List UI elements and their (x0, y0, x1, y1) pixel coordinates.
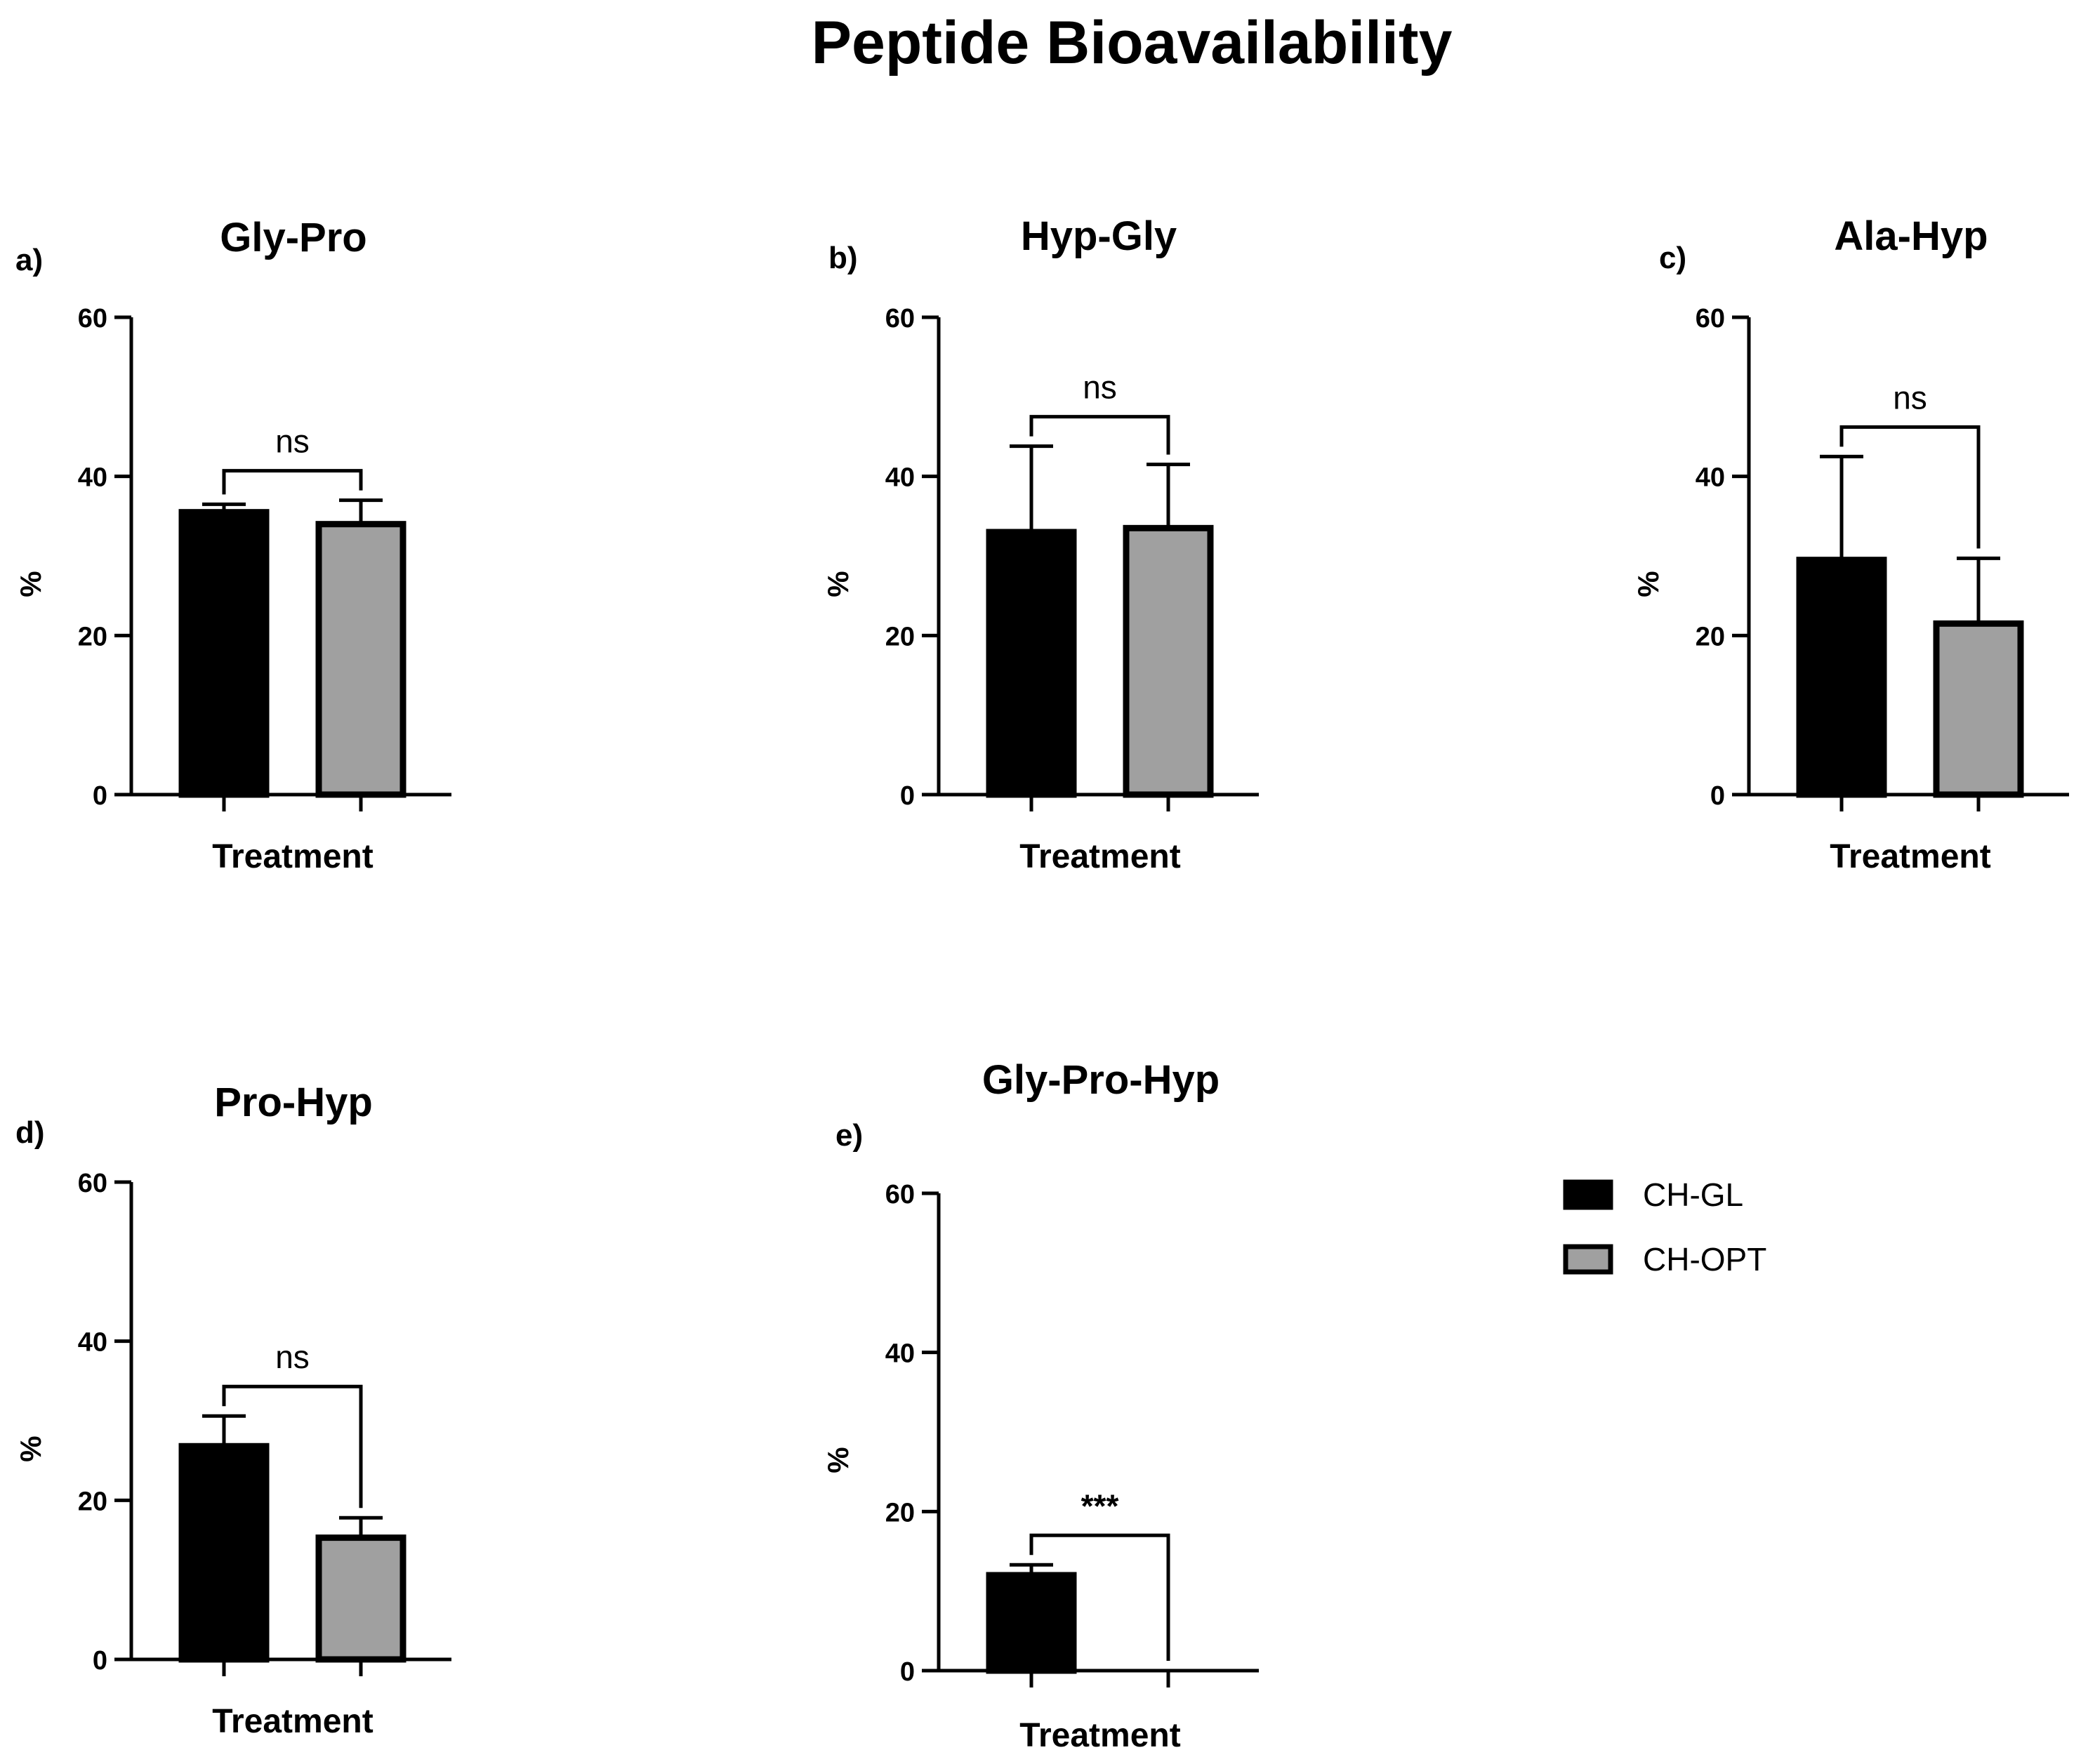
bar-ch-opt (315, 521, 407, 798)
bar-ch-gl (178, 509, 270, 798)
bar-ch-opt (1123, 524, 1214, 798)
chart-title: Gly-Pro-Hyp (982, 1057, 1220, 1103)
panel-letter: e) (835, 1118, 863, 1153)
bar-ch-opt (1933, 620, 2024, 798)
y-tick-label: 0 (900, 781, 915, 811)
legend: CH-GL CH-OPT (1563, 1176, 1766, 1278)
x-axis-label: Treatment (1019, 1717, 1180, 1754)
y-tick-label: 40 (885, 1339, 915, 1369)
y-axis-label: % (14, 571, 47, 597)
significance-label: ns (275, 1339, 310, 1375)
panel-letter: b) (828, 241, 858, 275)
y-tick-label: 0 (93, 781, 107, 811)
y-tick-label: 20 (78, 1487, 107, 1516)
y-tick-label: 40 (1696, 463, 1725, 493)
y-axis-label: % (14, 1435, 47, 1461)
significance-label: ns (1083, 369, 1117, 406)
x-axis-label: Treatment (1019, 838, 1180, 875)
x-axis-label: Treatment (212, 1703, 373, 1740)
panel-letter: c) (1659, 241, 1686, 275)
chart-title: Gly-Pro (220, 215, 367, 260)
y-tick-label: 40 (885, 463, 915, 493)
y-axis-label: % (1632, 571, 1665, 597)
chart-panel-b: b) Hyp-Gly 0 20 40 60% Treatment ns (821, 213, 1259, 875)
legend-label-ch-gl: CH-GL (1643, 1176, 1743, 1213)
significance-bracket (222, 469, 363, 495)
panels: a) Gly-Pro 0 20 40 60% Treatment ns b) Hyp-Gly 0 20… (14, 213, 2069, 1754)
y-tick-label: 60 (1696, 304, 1725, 333)
y-tick-label: 0 (900, 1657, 915, 1687)
y-tick-label: 40 (78, 463, 107, 493)
y-tick-label: 40 (78, 1328, 107, 1358)
chart-panel-c: c) Ala-Hyp 0 20 40 60% Treatment ns (1632, 213, 2069, 875)
y-tick-label: 60 (78, 304, 107, 333)
y-tick-label: 20 (885, 622, 915, 651)
chart-panel-a: a) Gly-Pro 0 20 40 60% Treatment ns (14, 215, 451, 875)
legend-label-ch-opt: CH-OPT (1643, 1241, 1766, 1278)
bar-ch-gl (1796, 557, 1887, 798)
chart-panel-e: e) Gly-Pro-Hyp 0 20 40 60% Treatment *** (821, 1057, 1259, 1754)
y-tick-label: 60 (885, 1180, 915, 1209)
significance-bracket (1839, 425, 1981, 549)
chart-title: Ala-Hyp (1834, 213, 1988, 259)
bar-ch-gl (986, 529, 1077, 798)
significance-bracket (1029, 415, 1170, 455)
panel-letter: d) (15, 1115, 45, 1150)
y-tick-label: 20 (885, 1498, 915, 1527)
chart-title: Hyp-Gly (1021, 213, 1177, 259)
significance-bracket (1029, 1533, 1170, 1661)
y-tick-label: 0 (1710, 781, 1725, 811)
y-tick-label: 60 (78, 1169, 107, 1198)
bar-ch-gl (178, 1443, 270, 1663)
bar-ch-opt (315, 1534, 407, 1663)
significance-bracket (222, 1384, 363, 1508)
legend-swatch-ch-opt (1563, 1244, 1613, 1275)
bar-ch-gl (986, 1572, 1077, 1674)
significance-label: ns (275, 423, 310, 460)
figure-title: Peptide Bioavailability (812, 9, 1453, 77)
chart-panel-d: d) Pro-Hyp 0 20 40 60% Treatment ns (14, 1080, 451, 1740)
significance-label: *** (1081, 1487, 1119, 1524)
chart-title: Pro-Hyp (214, 1080, 373, 1125)
significance-label: ns (1893, 379, 1927, 416)
legend-swatch-ch-gl (1563, 1179, 1613, 1210)
y-tick-label: 60 (885, 304, 915, 333)
x-axis-label: Treatment (1830, 838, 1990, 875)
panel-letter: a) (15, 243, 43, 277)
x-axis-label: Treatment (212, 838, 373, 875)
y-tick-label: 0 (93, 1646, 107, 1676)
y-tick-label: 20 (1696, 622, 1725, 651)
y-tick-label: 20 (78, 622, 107, 651)
y-axis-label: % (821, 571, 854, 597)
y-axis-label: % (821, 1447, 854, 1473)
